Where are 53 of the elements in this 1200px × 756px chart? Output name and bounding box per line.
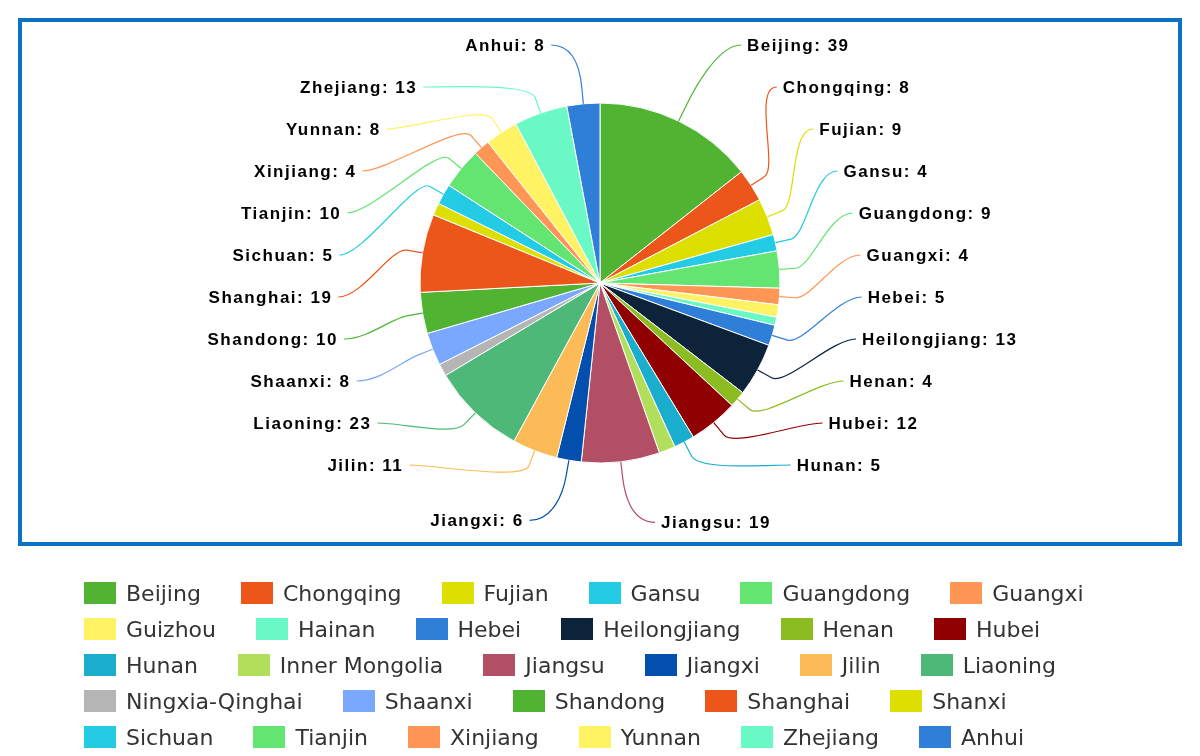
data-label: Jiangsu: 19 bbox=[661, 512, 772, 532]
legend-label: Guangxi bbox=[992, 580, 1084, 606]
data-label: Guangxi: 4 bbox=[866, 245, 970, 265]
legend-label: Jiangsu bbox=[525, 652, 605, 678]
legend-label: Gansu bbox=[630, 580, 701, 606]
legend-label: Guizhou bbox=[126, 616, 216, 642]
legend-label: Shaanxi bbox=[384, 688, 473, 714]
legend-label: Guangdong bbox=[782, 580, 911, 606]
legend-label: Shandong bbox=[554, 688, 666, 714]
legend-label: Shanxi bbox=[932, 688, 1007, 714]
data-label: Shaanxi: 8 bbox=[250, 371, 351, 391]
data-label: Shanghai: 19 bbox=[208, 287, 333, 307]
data-label: Guangdong: 9 bbox=[858, 203, 992, 223]
data-label: Xinjiang: 4 bbox=[254, 161, 357, 181]
legend-label: Heilongjiang bbox=[603, 616, 741, 642]
data-label: Henan: 4 bbox=[849, 371, 934, 391]
legend-label: Tianjin bbox=[295, 724, 368, 750]
data-label: Jilin: 11 bbox=[327, 455, 404, 475]
data-label: Sichuan: 5 bbox=[232, 245, 334, 265]
legend-label: Ningxia-Qinghai bbox=[126, 688, 303, 714]
data-label: Shandong: 10 bbox=[207, 329, 338, 349]
legend-label: Yunnan bbox=[620, 724, 701, 750]
legend-label: Fujian bbox=[483, 580, 549, 606]
legend-label: Jiangxi bbox=[686, 652, 760, 678]
legend-label: Inner Mongolia bbox=[279, 652, 444, 678]
data-label: Zhejiang: 13 bbox=[300, 77, 418, 97]
legend-label: Hubei bbox=[975, 616, 1041, 642]
data-label: Hebei: 5 bbox=[867, 287, 946, 307]
legend-label: Zhejiang bbox=[782, 724, 880, 750]
legend-label: Liaoning bbox=[962, 652, 1056, 678]
data-label: Anhui: 8 bbox=[465, 35, 546, 55]
legend-label: Henan bbox=[822, 616, 894, 642]
data-label: Beijing: 39 bbox=[747, 35, 850, 55]
data-label: Liaoning: 23 bbox=[253, 413, 372, 433]
data-label: Gansu: 4 bbox=[843, 161, 929, 181]
legend-label: Shanghai bbox=[747, 688, 851, 714]
legend-label: Xinjiang bbox=[449, 724, 539, 750]
legend-label: Sichuan bbox=[126, 724, 214, 750]
data-label: Heilongjiang: 13 bbox=[862, 329, 1018, 349]
legend-label: Hebei bbox=[457, 616, 522, 642]
data-label: Fujian: 9 bbox=[819, 119, 903, 139]
legend-label: Hunan bbox=[126, 652, 198, 678]
legend-label: Hainan bbox=[298, 616, 376, 642]
legend-label: Beijing bbox=[126, 580, 201, 606]
legend-label: Chongqing bbox=[282, 580, 402, 606]
data-label: Hunan: 5 bbox=[796, 455, 882, 475]
legend-label: Anhui bbox=[961, 724, 1025, 750]
data-label: Tianjin: 10 bbox=[241, 203, 342, 223]
data-label: Chongqing: 8 bbox=[782, 77, 911, 97]
data-label: Hubei: 12 bbox=[828, 413, 919, 433]
legend-label: Jilin bbox=[841, 652, 881, 678]
data-label: Jiangxi: 6 bbox=[430, 510, 524, 530]
data-label: Yunnan: 8 bbox=[285, 119, 381, 139]
